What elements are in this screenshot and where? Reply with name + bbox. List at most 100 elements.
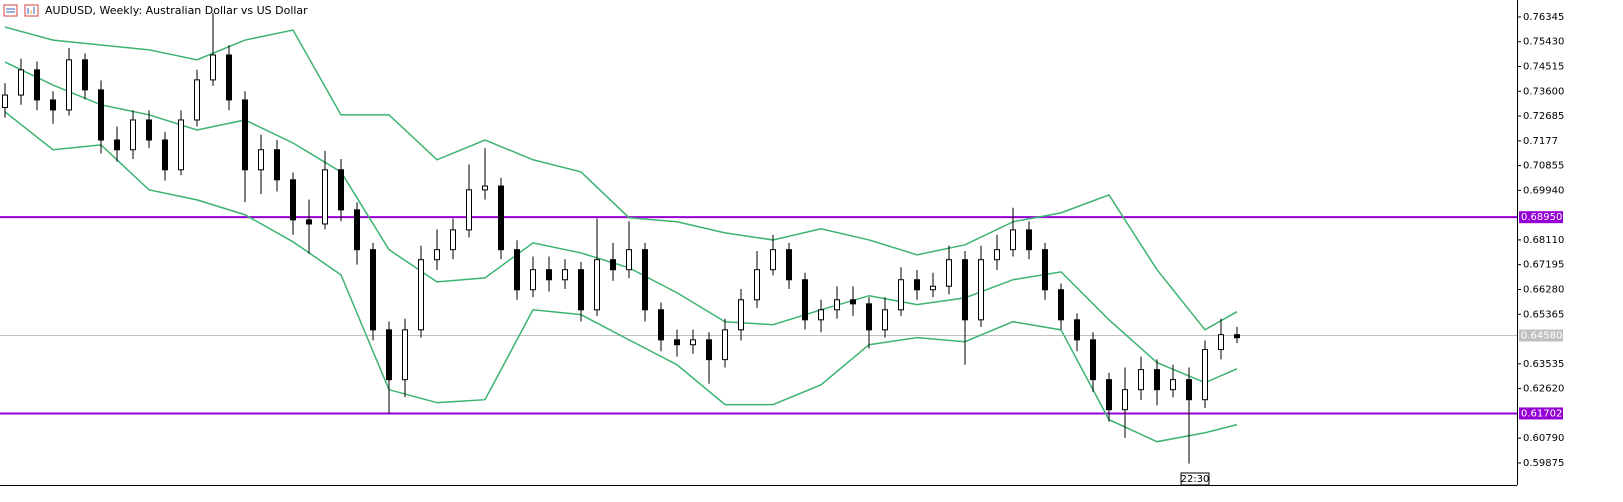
level-label-box — [1519, 407, 1563, 420]
candle-body — [242, 99, 248, 171]
candle-body — [178, 119, 184, 171]
candle-body — [530, 269, 536, 291]
candle-body — [418, 259, 424, 331]
candle-body — [1090, 339, 1096, 381]
band-lower — [4, 111, 1238, 443]
candle-body — [578, 269, 584, 311]
candle-body — [930, 285, 936, 291]
time-label-box — [1180, 472, 1210, 486]
candle-body — [386, 329, 392, 381]
candle-body — [290, 179, 296, 221]
candle-body — [274, 149, 280, 181]
candle-body — [610, 259, 616, 271]
y-tick-label: 0.75430 — [1523, 37, 1564, 48]
chart-title: AUDUSD, Weekly: Australian Dollar vs US … — [45, 4, 308, 17]
y-tick-label: 0.74515 — [1523, 61, 1564, 72]
candle-body — [402, 329, 408, 381]
y-tick-label: 0.62620 — [1523, 384, 1564, 395]
level-label-box — [1519, 211, 1563, 224]
y-tick-label: 0.66280 — [1523, 284, 1564, 295]
y-tick-label: 0.7177 — [1523, 136, 1558, 147]
y-tick-label: 0.67195 — [1523, 260, 1564, 271]
candle-body — [914, 279, 920, 291]
candle-body — [1186, 379, 1192, 401]
candle-body — [482, 185, 488, 191]
candle-body — [626, 249, 632, 271]
y-tick-label: 0.63535 — [1523, 359, 1564, 370]
time-label: 22:30 — [1181, 474, 1210, 485]
candle-body — [1170, 379, 1176, 391]
candle-body — [114, 139, 120, 151]
y-tick-label: 0.59875 — [1523, 458, 1564, 469]
candle-body — [66, 59, 72, 111]
candle-body — [1026, 229, 1032, 251]
y-tick-label: 0.73600 — [1523, 86, 1564, 97]
y-tick-label: 0.76345 — [1523, 12, 1564, 23]
candle-body — [962, 259, 968, 321]
candle-body — [258, 149, 264, 171]
candle-body — [754, 269, 760, 301]
candle-body — [498, 185, 504, 251]
candle-body — [642, 249, 648, 311]
candle-body — [1058, 289, 1064, 321]
candle-body — [338, 169, 344, 211]
candle-body — [434, 249, 440, 261]
price-label: 0.64580 — [1521, 331, 1562, 342]
candle-body — [1122, 389, 1128, 411]
candle-body — [82, 59, 88, 91]
candle-body — [562, 269, 568, 281]
candle-body — [1138, 369, 1144, 391]
candle-body — [1218, 334, 1224, 351]
candle-body — [898, 279, 904, 311]
icon — [3, 4, 18, 17]
candle-body — [770, 249, 776, 271]
candle-body — [1106, 379, 1112, 411]
candle-body — [882, 309, 888, 331]
candle-body — [690, 339, 696, 346]
price-label-box — [1519, 329, 1563, 342]
candle-body — [834, 299, 840, 311]
candle-body — [98, 89, 104, 141]
candle-body — [306, 219, 312, 225]
candle-body — [1042, 249, 1048, 291]
candle-body — [34, 69, 40, 101]
y-tick-label: 0.70855 — [1523, 161, 1564, 172]
candle-body — [658, 309, 664, 341]
candle-body — [866, 303, 872, 331]
y-tick-label: 0.69940 — [1523, 185, 1564, 196]
candle-body — [146, 119, 152, 141]
y-tick-label: 0.65365 — [1523, 309, 1564, 320]
candle-body — [738, 299, 744, 331]
candle-body — [322, 169, 328, 225]
level-label: 0.68950 — [1521, 212, 1562, 223]
candle-body — [194, 79, 200, 121]
candle-body — [978, 259, 984, 321]
candle-body — [594, 259, 600, 311]
candle-body — [226, 54, 232, 101]
candle-body — [514, 249, 520, 291]
candle-body — [210, 54, 216, 81]
candle-body — [450, 229, 456, 251]
y-tick-label: 0.68110 — [1523, 235, 1564, 246]
toolbar-icons — [3, 4, 39, 17]
y-tick-label: 0.60790 — [1523, 433, 1564, 444]
candle-body — [546, 269, 552, 281]
candle-body — [722, 329, 728, 361]
candle-body — [674, 339, 680, 346]
candle-body — [130, 119, 136, 151]
candle-body — [354, 209, 360, 251]
candle-body — [786, 249, 792, 281]
candle-body — [946, 259, 952, 287]
candle-body — [370, 249, 376, 331]
candle-body — [1154, 369, 1160, 391]
candle-body — [994, 249, 1000, 261]
candle-body — [18, 69, 24, 96]
candle-body — [50, 99, 56, 111]
candle-body — [162, 139, 168, 171]
candle-body — [1010, 229, 1016, 251]
candle-body — [706, 339, 712, 361]
candle-body — [466, 189, 472, 231]
candle-body — [1202, 349, 1208, 401]
candle-body — [802, 279, 808, 321]
